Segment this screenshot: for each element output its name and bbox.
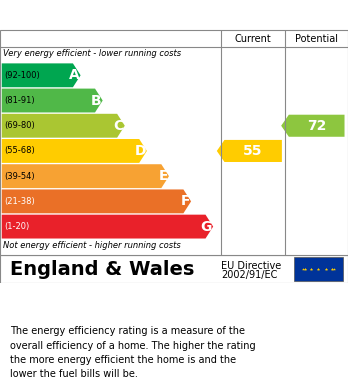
Text: Not energy efficient - higher running costs: Not energy efficient - higher running co… — [3, 241, 181, 251]
Text: D: D — [134, 144, 146, 158]
Text: Current: Current — [235, 34, 271, 43]
Text: Energy Efficiency Rating: Energy Efficiency Rating — [10, 6, 240, 24]
Bar — [294, 257, 343, 281]
Text: EU Directive: EU Directive — [221, 261, 281, 271]
Text: (92-100): (92-100) — [4, 71, 40, 80]
Text: F: F — [181, 194, 190, 208]
Text: C: C — [113, 119, 124, 133]
Text: B: B — [91, 93, 102, 108]
Polygon shape — [2, 215, 213, 239]
Text: The energy efficiency rating is a measure of the
overall efficiency of a home. T: The energy efficiency rating is a measur… — [10, 326, 256, 379]
Text: (55-68): (55-68) — [4, 147, 35, 156]
Text: (81-91): (81-91) — [4, 96, 35, 105]
Text: E: E — [158, 169, 168, 183]
Polygon shape — [2, 139, 147, 163]
Text: A: A — [69, 68, 80, 83]
Text: Very energy efficient - lower running costs: Very energy efficient - lower running co… — [3, 49, 182, 58]
Polygon shape — [2, 89, 103, 113]
Text: 2002/91/EC: 2002/91/EC — [221, 270, 277, 280]
Text: 55: 55 — [243, 144, 263, 158]
Polygon shape — [2, 63, 81, 87]
Text: (1-20): (1-20) — [4, 222, 30, 231]
Polygon shape — [217, 140, 282, 162]
Text: England & Wales: England & Wales — [10, 260, 195, 278]
Polygon shape — [2, 114, 125, 138]
Text: (39-54): (39-54) — [4, 172, 35, 181]
Text: Potential: Potential — [295, 34, 338, 43]
Polygon shape — [2, 164, 169, 188]
Text: (69-80): (69-80) — [4, 121, 35, 130]
Text: 72: 72 — [307, 119, 326, 133]
Text: (21-38): (21-38) — [4, 197, 35, 206]
Polygon shape — [2, 190, 191, 213]
Text: G: G — [201, 220, 212, 233]
Polygon shape — [281, 115, 345, 137]
